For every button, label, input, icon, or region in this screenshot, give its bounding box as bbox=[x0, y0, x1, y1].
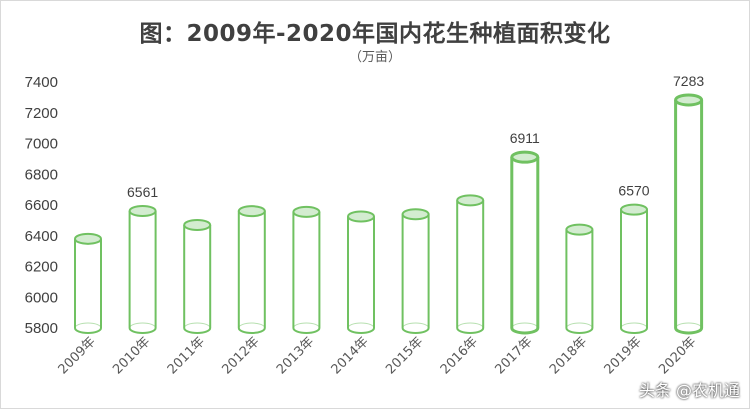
bar-body bbox=[565, 229, 594, 334]
bar-top-cap bbox=[128, 204, 157, 217]
x-tick-label: 2018年 bbox=[547, 334, 590, 377]
data-label: 6561 bbox=[127, 184, 158, 200]
bar-body bbox=[510, 157, 540, 335]
bar-top-cap bbox=[292, 205, 321, 218]
bar-bottom-arc bbox=[620, 322, 648, 329]
y-tick-label: 6000 bbox=[25, 289, 58, 306]
bar-2009年 bbox=[74, 232, 102, 334]
bar-bottom-arc bbox=[565, 322, 593, 329]
bar-top-cap bbox=[183, 218, 212, 231]
y-tick-label: 6400 bbox=[25, 228, 58, 245]
y-axis: 5800 6000 6200 6400 6600 6800 7000 7200 7400 bbox=[25, 74, 58, 337]
bar-bottom-arc bbox=[74, 322, 102, 329]
bar-bottom-arc bbox=[347, 322, 375, 329]
x-tick-label: 2015年 bbox=[383, 334, 426, 377]
bar-2011年 bbox=[183, 218, 212, 334]
bar-body bbox=[674, 99, 704, 335]
x-tick-label: 2013年 bbox=[274, 334, 317, 377]
x-tick-label: 2017年 bbox=[492, 334, 535, 377]
bar-top-cap bbox=[401, 208, 430, 221]
bar-bottom-arc bbox=[402, 322, 430, 329]
bar-2020年 bbox=[674, 93, 704, 335]
bar-2017年 bbox=[510, 150, 540, 335]
data-label: 7283 bbox=[673, 73, 704, 89]
bar-2013年 bbox=[292, 205, 321, 334]
x-tick-label: 2011年 bbox=[165, 334, 208, 377]
y-tick-label: 6800 bbox=[25, 166, 58, 183]
bar-bottom-arc bbox=[183, 322, 211, 329]
x-tick-label: 2012年 bbox=[219, 334, 262, 377]
x-axis: 2009年 2010年 2011年 2012年 2013年 2014年 2015年 2016年… bbox=[56, 334, 700, 377]
bar-bottom-arc bbox=[129, 322, 157, 329]
y-tick-label: 5800 bbox=[25, 320, 58, 337]
chart-unit-label: （万亩） bbox=[348, 50, 401, 65]
y-tick-label: 7200 bbox=[25, 105, 58, 122]
bar-body bbox=[237, 211, 266, 334]
bar-bottom-arc bbox=[511, 322, 539, 329]
bar-2015年 bbox=[401, 208, 430, 334]
x-tick-label: 2010年 bbox=[110, 334, 153, 377]
bar-top-cap bbox=[456, 194, 485, 207]
y-tick-label: 7000 bbox=[25, 136, 58, 153]
bar-body bbox=[456, 200, 485, 334]
bar-2014年 bbox=[347, 210, 375, 334]
bars-group bbox=[74, 93, 704, 335]
bar-top-cap bbox=[620, 203, 648, 216]
x-tick-label: 2014年 bbox=[329, 334, 372, 377]
bar-body bbox=[74, 238, 102, 334]
x-tick-label: 2020年 bbox=[656, 334, 699, 377]
bar-2012年 bbox=[237, 205, 266, 334]
y-tick-label: 6600 bbox=[25, 197, 58, 214]
bar-bottom-arc bbox=[292, 322, 320, 329]
x-tick-label: 2016年 bbox=[438, 334, 481, 377]
bar-top-cap bbox=[565, 223, 594, 236]
chart-title: 图：2009年-2020年国内花生种植面积变化 bbox=[139, 21, 611, 47]
data-labels-group: 6561 6911 6570 7283 bbox=[127, 73, 704, 200]
bar-2018年 bbox=[565, 223, 594, 334]
bar-top-cap bbox=[347, 210, 375, 223]
bar-body bbox=[347, 216, 375, 334]
bar-body bbox=[292, 211, 321, 334]
y-tick-label: 6200 bbox=[25, 259, 58, 276]
x-tick-label: 2019年 bbox=[602, 334, 645, 377]
bar-top-cap bbox=[674, 93, 704, 107]
bar-body bbox=[128, 210, 157, 334]
y-tick-label: 7400 bbox=[25, 74, 58, 91]
bar-body bbox=[401, 214, 430, 334]
bar-top-cap bbox=[237, 205, 266, 218]
bar-bottom-arc bbox=[675, 322, 703, 329]
bar-top-cap bbox=[510, 150, 540, 164]
bar-2010年 bbox=[128, 204, 157, 334]
data-label: 6570 bbox=[618, 183, 649, 199]
data-label: 6911 bbox=[510, 130, 540, 146]
bar-body bbox=[183, 224, 212, 334]
x-tick-label: 2009年 bbox=[56, 334, 99, 377]
bar-2019年 bbox=[620, 203, 648, 334]
bar-bottom-arc bbox=[238, 322, 266, 329]
bar-bottom-arc bbox=[456, 322, 484, 329]
bar-body bbox=[620, 209, 648, 334]
watermark: 头条 @农机通 bbox=[638, 381, 740, 400]
bar-top-cap bbox=[74, 232, 102, 245]
bar-2016年 bbox=[456, 194, 485, 334]
